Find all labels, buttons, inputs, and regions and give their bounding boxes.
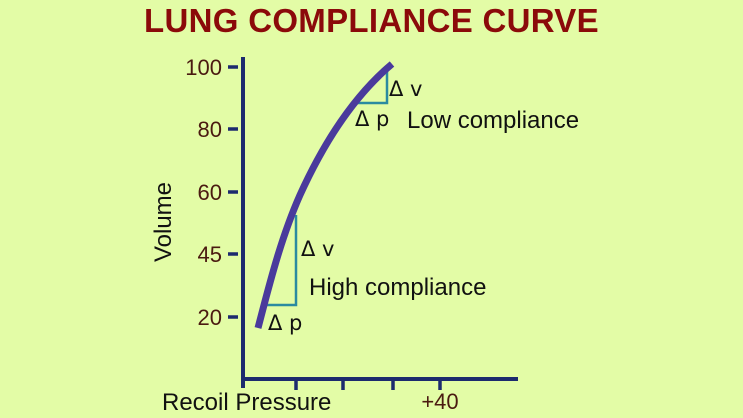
x-ticks <box>294 379 442 390</box>
low-delta-v-label: Δ v <box>389 77 422 101</box>
compliance-triangles <box>267 70 389 307</box>
x-tick-label: +40 <box>421 389 458 414</box>
y-axis-title: Volume <box>150 182 177 262</box>
y-tick-label: 45 <box>198 242 222 267</box>
high-compliance-triangle <box>267 215 298 307</box>
y-tick-label: 60 <box>198 180 222 205</box>
y-tick-label: 100 <box>185 55 222 80</box>
y-tick-label: 80 <box>198 117 222 142</box>
high-delta-p-label: Δ p <box>268 311 302 335</box>
axes <box>241 57 518 388</box>
low-compliance-triangle <box>355 70 389 105</box>
compliance-curve <box>254 61 395 329</box>
low-compliance-label: Low compliance <box>407 107 579 134</box>
low-delta-p-label: Δ p <box>355 107 389 131</box>
x-axis-title: Recoil Pressure <box>162 389 331 416</box>
high-delta-v-label: Δ v <box>301 237 334 261</box>
chart-title: LUNG COMPLIANCE CURVE <box>144 2 599 39</box>
y-tick-label: 20 <box>198 305 222 330</box>
high-compliance-label: High compliance <box>309 274 486 301</box>
y-ticks <box>228 65 238 319</box>
